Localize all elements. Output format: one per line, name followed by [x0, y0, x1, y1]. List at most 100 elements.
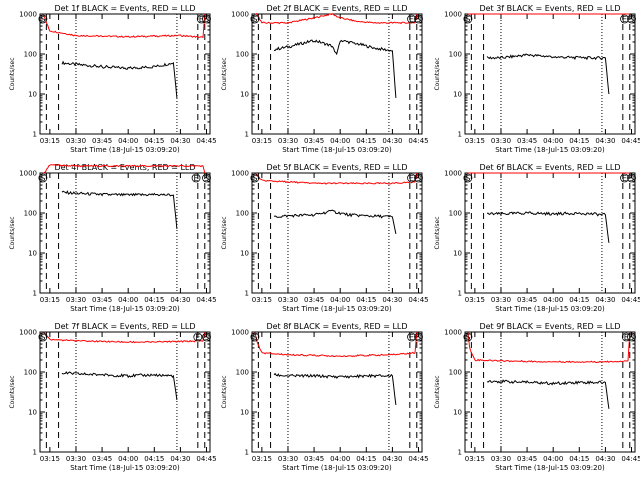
- x-tick-label: 04:15: [569, 455, 589, 463]
- y-tick-label: 1: [458, 449, 462, 457]
- y-axis-label: Counts/sec: [434, 216, 441, 249]
- y-tick-label: 10: [240, 250, 249, 258]
- marker-label: E: [409, 174, 414, 183]
- plot-frame: [251, 13, 423, 135]
- marker-label: S: [40, 333, 45, 342]
- marker-circle: [250, 14, 260, 24]
- marker-label: E: [624, 333, 629, 342]
- marker-circle: [202, 14, 211, 24]
- marker-label: S: [204, 174, 209, 183]
- x-tick-label: 03:15: [465, 137, 485, 145]
- marker-circle: [463, 173, 473, 183]
- marker-circle: [202, 332, 211, 342]
- chart-title: Det 9f BLACK = Events, RED = LLD: [479, 322, 620, 331]
- events-series-line: [273, 372, 397, 406]
- marker-circle: [193, 332, 203, 342]
- x-tick-label: 03:45: [304, 137, 324, 145]
- marker-label: E: [409, 333, 414, 342]
- x-tick-label: 04:15: [356, 137, 376, 145]
- y-tick-label: 10: [240, 409, 249, 417]
- x-tick-label: 04:45: [196, 296, 216, 304]
- plot-frame: [251, 331, 423, 453]
- x-tick-label: 04:30: [382, 455, 402, 463]
- x-tick-label: 03:30: [278, 455, 298, 463]
- chart-title: Det 2f BLACK = Events, RED = LLD: [266, 4, 407, 13]
- x-tick-label: 03:30: [66, 296, 86, 304]
- x-tick-label: 03:30: [278, 137, 298, 145]
- x-tick-label: 04:15: [356, 455, 376, 463]
- chart-panel: Det 3f BLACK = Events, RED = LLD 1 10 100 10…: [434, 4, 640, 154]
- x-tick-label: 04:45: [621, 296, 640, 304]
- y-tick-label: 1000: [231, 329, 249, 337]
- x-tick-label: 03:15: [40, 296, 60, 304]
- marker-label: E: [199, 15, 204, 24]
- y-axis-label: Counts/sec: [434, 57, 441, 90]
- y-tick-label: 1: [33, 131, 37, 139]
- x-tick-label: 04:30: [595, 296, 615, 304]
- y-tick-label: 100: [449, 51, 462, 59]
- plot-frame: [464, 172, 636, 294]
- y-tick-label: 1: [33, 290, 37, 298]
- y-axis-label: Counts/sec: [221, 216, 228, 249]
- chart-title: Det 7f BLACK = Events, RED = LLD: [54, 322, 195, 331]
- x-axis-label: Start Time (18-Jul-15 03:09:20): [495, 146, 605, 154]
- marker-label: S: [204, 15, 209, 24]
- chart-title: Det 8f BLACK = Events, RED = LLD: [266, 322, 407, 331]
- marker-circle: [463, 14, 473, 24]
- marker-circle: [407, 14, 416, 24]
- marker-label: E: [622, 15, 627, 24]
- x-axis-label: Start Time (18-Jul-15 03:09:20): [282, 305, 392, 313]
- plot-frame: [39, 172, 211, 294]
- x-tick-label: 03:15: [40, 137, 60, 145]
- x-tick-label: 04:30: [170, 455, 190, 463]
- marker-circle: [202, 173, 211, 183]
- chart-panel: Det 5f BLACK = Events, RED = LLD 1 10 100 10…: [221, 163, 429, 313]
- y-tick-label: 10: [453, 250, 462, 258]
- lld-series-line: [42, 13, 206, 39]
- plot-frame: [251, 172, 423, 294]
- y-axis-label: Counts/sec: [434, 375, 441, 408]
- marker-circle: [407, 332, 416, 342]
- x-tick-label: 03:15: [252, 296, 272, 304]
- marker-label: S: [465, 15, 470, 24]
- x-tick-label: 04:00: [543, 455, 563, 463]
- events-series-line: [273, 209, 397, 235]
- chart-title: Det 4f BLACK = Events, RED = LLD: [54, 163, 195, 172]
- plot-frame: [464, 13, 636, 135]
- marker-circle: [414, 173, 423, 183]
- y-axis-label: Counts/sec: [221, 57, 228, 90]
- y-tick-label: 1000: [444, 11, 462, 19]
- marker-circle: [250, 332, 260, 342]
- y-tick-label: 100: [449, 210, 462, 218]
- y-tick-label: 1: [458, 131, 462, 139]
- lld-series-line: [254, 12, 418, 25]
- x-tick-label: 04:45: [196, 455, 216, 463]
- y-tick-label: 10: [28, 409, 37, 417]
- x-tick-label: 04:15: [144, 296, 164, 304]
- x-tick-label: 04:45: [621, 455, 640, 463]
- y-tick-label: 1: [245, 131, 249, 139]
- x-tick-label: 04:15: [356, 296, 376, 304]
- y-tick-label: 100: [449, 369, 462, 377]
- x-axis-label: Start Time (18-Jul-15 03:09:20): [70, 464, 180, 472]
- x-tick-label: 03:45: [517, 455, 537, 463]
- x-tick-label: 04:15: [144, 455, 164, 463]
- y-tick-label: 100: [24, 51, 37, 59]
- x-tick-label: 04:15: [569, 296, 589, 304]
- marker-circle: [620, 173, 629, 183]
- events-series-line: [486, 379, 610, 409]
- marker-label: S: [629, 333, 634, 342]
- x-tick-label: 03:15: [465, 296, 485, 304]
- y-tick-label: 1: [245, 449, 249, 457]
- marker-circle: [414, 14, 423, 24]
- y-tick-label: 1000: [444, 170, 462, 178]
- y-tick-label: 1000: [231, 11, 249, 19]
- marker-circle: [191, 173, 201, 183]
- chart-panel: Det 7f BLACK = Events, RED = LLD 1 10 100 10…: [9, 322, 217, 472]
- x-tick-label: 04:00: [330, 137, 350, 145]
- x-tick-label: 04:45: [621, 137, 640, 145]
- x-tick-label: 04:30: [170, 137, 190, 145]
- x-tick-label: 03:30: [491, 455, 511, 463]
